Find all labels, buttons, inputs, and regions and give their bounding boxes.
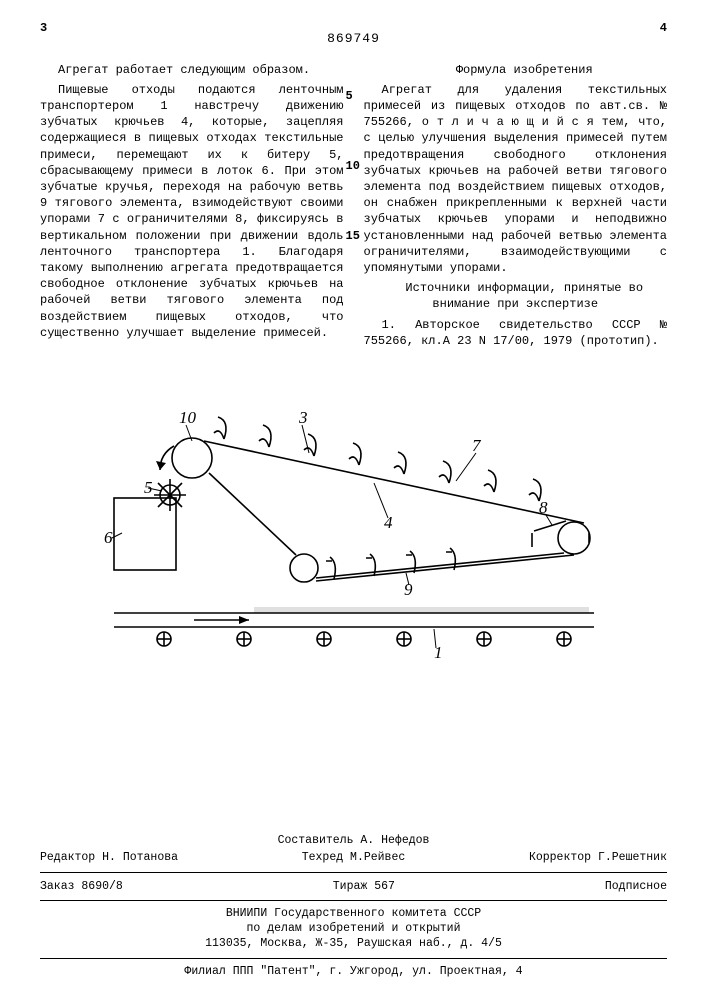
divider [40, 872, 667, 873]
right-p1: Агрегат для удаления текстильных примесе… [364, 82, 668, 276]
left-p2: Пищевые отходы подаются ленточным трансп… [40, 82, 344, 341]
tray [114, 498, 176, 570]
callout-8: 8 [539, 498, 548, 517]
sources-heading: Источники информации, принятые во вниман… [364, 280, 668, 312]
callout-6: 6 [104, 528, 113, 547]
techred-label: Техред [302, 851, 343, 864]
top-run [204, 441, 584, 523]
org-line-1: ВНИИПИ Государственного комитета СССР [40, 907, 667, 922]
tirazh: Тираж 567 [333, 879, 395, 895]
beater [154, 479, 186, 511]
editor-label: Редактор [40, 851, 95, 864]
left-column: Агрегат работает следующим образом. Пище… [40, 62, 344, 353]
left-p1: Агрегат работает следующим образом. [40, 62, 344, 78]
branch: Филиал ППП "Патент", г. Ужгород, ул. Про… [40, 965, 667, 980]
order: Заказ 8690/8 [40, 879, 123, 895]
patent-number: 869749 [40, 30, 667, 48]
corrector-name: Г.Решетник [598, 851, 667, 864]
compiler-name: А. Нефедов [360, 834, 429, 847]
marker-5: 5 [346, 88, 360, 104]
conveyor-rollers [157, 632, 571, 646]
line-markers: 5 10 15 [346, 62, 360, 245]
callout-4: 4 [384, 513, 393, 532]
corrector-label: Корректор [529, 851, 591, 864]
pulley-right [558, 522, 590, 554]
techred-name: М.Рейвес [350, 851, 405, 864]
compiler-label: Составитель [278, 834, 354, 847]
callout-7: 7 [472, 436, 482, 455]
page-left-num: 3 [40, 20, 47, 36]
callout-5: 5 [144, 478, 153, 497]
footer: Составитель А. Нефедов Редактор Н. Потан… [40, 833, 667, 980]
pulley-mid [290, 554, 318, 582]
marker-10: 10 [346, 158, 360, 174]
page-right-num: 4 [660, 20, 667, 36]
right-column: 5 10 15 Формула изобретения Агрегат для … [364, 62, 668, 353]
source-item: 1. Авторское свидетельство СССР № 755266… [364, 317, 668, 349]
editor-name: Н. Потанова [102, 851, 178, 864]
podpisnoe: Подписное [605, 879, 667, 895]
hooks-top [214, 417, 541, 501]
callout-10: 10 [179, 408, 197, 427]
diagram: 10 3 7 4 8 5 6 9 1 [0, 363, 707, 663]
callout-3: 3 [298, 408, 308, 427]
org-addr: 113035, Москва, Ж-35, Раушская наб., д. … [40, 937, 667, 952]
working-branch [316, 555, 574, 581]
formula-heading: Формула изобретения [364, 62, 668, 78]
org-line-2: по делам изобретений и открытий [40, 922, 667, 937]
pulley-left [172, 438, 212, 478]
marker-15: 15 [346, 228, 360, 244]
